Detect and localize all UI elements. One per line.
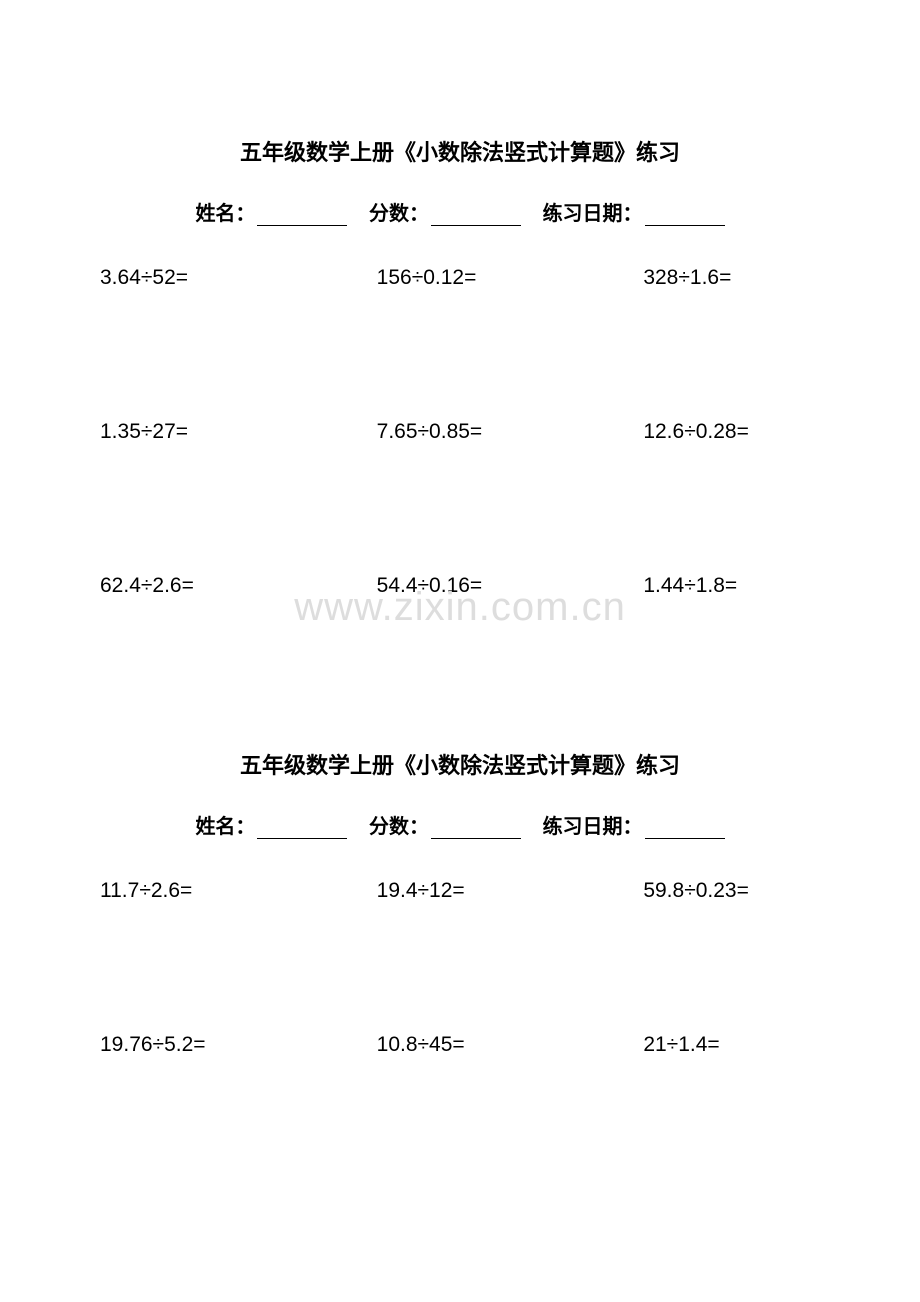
problem-item: 1.35÷27= xyxy=(100,420,327,444)
problem-item: 11.7÷2.6= xyxy=(100,879,327,903)
score-label-text: 分数： xyxy=(369,203,429,225)
problem-item: 12.6÷0.28= xyxy=(593,420,820,444)
problem-item: 19.76÷5.2= xyxy=(100,1033,327,1057)
problem-item: 19.4÷12= xyxy=(347,879,574,903)
problems-grid: 3.64÷52= 156÷0.12= 328÷1.6= 1.35÷27= 7.6… xyxy=(100,266,820,598)
name-label-text: 姓名： xyxy=(195,203,255,225)
score-label: 分数： xyxy=(369,810,521,839)
worksheet-section-2: 五年级数学上册《小数除法竖式计算题》练习 姓名： 分数： 练习日期： 11.7÷… xyxy=(100,748,820,1057)
name-label: 姓名： xyxy=(195,810,347,839)
problem-item: 54.4÷0.16= xyxy=(347,574,574,598)
date-label-text: 练习日期： xyxy=(543,816,643,838)
name-blank xyxy=(257,206,347,226)
problem-item: 59.8÷0.23= xyxy=(593,879,820,903)
name-label-text: 姓名： xyxy=(195,816,255,838)
date-label: 练习日期： xyxy=(543,810,725,839)
date-label-text: 练习日期： xyxy=(543,203,643,225)
score-label-text: 分数： xyxy=(369,816,429,838)
score-label: 分数： xyxy=(369,197,521,226)
problem-item: 21÷1.4= xyxy=(593,1033,820,1057)
header-row: 姓名： 分数： 练习日期： xyxy=(100,810,820,839)
score-blank xyxy=(431,206,521,226)
problem-item: 10.8÷45= xyxy=(347,1033,574,1057)
problem-item: 3.64÷52= xyxy=(100,266,327,290)
worksheet-title: 五年级数学上册《小数除法竖式计算题》练习 xyxy=(100,135,820,167)
name-blank xyxy=(257,819,347,839)
problem-item: 7.65÷0.85= xyxy=(347,420,574,444)
problem-item: 1.44÷1.8= xyxy=(593,574,820,598)
date-blank xyxy=(645,819,725,839)
problem-item: 156÷0.12= xyxy=(347,266,574,290)
problem-item: 328÷1.6= xyxy=(593,266,820,290)
problems-grid: 11.7÷2.6= 19.4÷12= 59.8÷0.23= 19.76÷5.2=… xyxy=(100,879,820,1057)
name-label: 姓名： xyxy=(195,197,347,226)
date-blank xyxy=(645,206,725,226)
worksheet-section-1: 五年级数学上册《小数除法竖式计算题》练习 姓名： 分数： 练习日期： 3.64÷… xyxy=(100,135,820,598)
problem-item: 62.4÷2.6= xyxy=(100,574,327,598)
header-row: 姓名： 分数： 练习日期： xyxy=(100,197,820,226)
date-label: 练习日期： xyxy=(543,197,725,226)
worksheet-title: 五年级数学上册《小数除法竖式计算题》练习 xyxy=(100,748,820,780)
score-blank xyxy=(431,819,521,839)
